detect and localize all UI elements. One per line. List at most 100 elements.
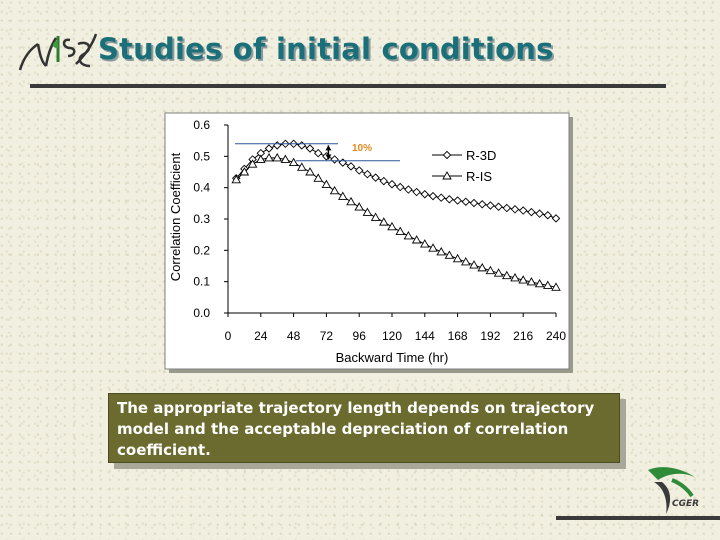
- data-point-r-is: [477, 262, 487, 272]
- x-tick-label: 216: [513, 329, 533, 343]
- x-tick-label: 240: [546, 329, 566, 343]
- y-tick-label: 0.1: [193, 275, 210, 289]
- data-point-r-3d: [535, 209, 544, 218]
- x-tick-label: 96: [353, 329, 367, 343]
- annotation-arrowhead: [325, 145, 332, 151]
- data-point-r-3d: [453, 196, 462, 205]
- data-point-r-is: [346, 196, 356, 206]
- data-point-r-3d: [264, 144, 274, 153]
- data-point-r-is: [288, 157, 299, 167]
- data-point-r-is: [239, 167, 250, 176]
- x-tick-label: 24: [254, 329, 268, 343]
- footer-rule: [556, 516, 720, 520]
- data-point-r-is: [379, 217, 389, 226]
- y-tick-label: 0.3: [193, 212, 210, 226]
- data-point-r-3d: [387, 179, 397, 189]
- legend-marker-r-is: [442, 171, 452, 180]
- data-point-r-3d: [477, 200, 487, 209]
- data-point-r-is: [411, 235, 422, 244]
- title-rule: [30, 84, 666, 88]
- legend-label-r-3d: R-3D: [466, 148, 496, 163]
- data-point-r-is: [387, 221, 397, 231]
- data-point-r-3d: [469, 198, 479, 208]
- data-point-r-3d: [527, 207, 536, 217]
- data-point-r-3d: [428, 191, 438, 201]
- data-point-r-is: [370, 212, 381, 221]
- x-tick-label: 192: [480, 329, 500, 343]
- data-point-r-3d: [543, 211, 553, 220]
- nies-logo: [18, 33, 98, 71]
- data-point-r-is: [485, 265, 496, 275]
- data-point-r-3d: [420, 190, 430, 199]
- data-point-r-3d: [461, 197, 471, 207]
- data-point-r-is: [247, 159, 258, 168]
- annotation-label: 10%: [352, 143, 372, 154]
- data-point-r-is: [329, 185, 340, 195]
- data-point-r-is: [452, 253, 463, 263]
- data-point-r-3d: [371, 173, 380, 182]
- data-point-r-3d: [354, 166, 364, 175]
- data-point-r-is: [305, 167, 315, 176]
- chart-area: [164, 112, 570, 370]
- data-point-r-3d: [404, 185, 413, 194]
- conclusion-note: The appropriate trajectory length depend…: [108, 393, 620, 463]
- data-point-r-is: [493, 268, 504, 277]
- slide-title: Studies of initial conditions: [98, 32, 554, 66]
- data-point-r-3d: [494, 202, 503, 212]
- y-tick-label: 0.5: [193, 149, 210, 163]
- data-point-r-3d: [379, 176, 389, 186]
- data-point-r-3d: [502, 203, 512, 213]
- y-tick-label: 0.0: [193, 306, 210, 320]
- legend-label-r-is: R-IS: [466, 169, 492, 184]
- x-tick-label: 0: [225, 329, 232, 343]
- data-point-r-3d: [551, 214, 561, 223]
- x-tick-label: 48: [287, 329, 301, 343]
- data-point-r-3d: [363, 169, 372, 179]
- data-point-r-3d: [518, 206, 528, 215]
- x-axis-label: Backward Time (hr): [336, 350, 449, 365]
- data-point-r-is: [403, 231, 414, 240]
- data-point-r-3d: [510, 205, 520, 214]
- data-point-r-3d: [395, 182, 405, 192]
- chart-series: [231, 139, 561, 291]
- cger-logo: CGER: [648, 467, 699, 514]
- data-point-r-3d: [346, 162, 356, 171]
- data-point-r-is: [428, 243, 438, 252]
- data-point-r-is: [461, 257, 471, 266]
- x-tick-label: 120: [382, 329, 402, 343]
- data-point-r-is: [526, 277, 537, 286]
- data-point-r-is: [534, 278, 545, 288]
- data-point-r-is: [395, 226, 405, 235]
- x-tick-label: 72: [320, 329, 334, 343]
- data-point-r-is: [321, 179, 332, 188]
- data-point-r-is: [518, 275, 528, 284]
- cger-logo-text: CGER: [672, 499, 699, 509]
- data-point-r-is: [469, 260, 479, 269]
- data-point-r-is: [436, 246, 446, 256]
- data-point-r-3d: [305, 144, 315, 153]
- data-point-r-is: [551, 282, 561, 291]
- y-tick-label: 0.2: [193, 243, 210, 257]
- y-tick-label: 0.6: [193, 118, 210, 132]
- chart-legend: R-3D R-IS: [432, 148, 496, 184]
- data-point-r-3d: [412, 187, 421, 197]
- data-point-r-3d: [436, 193, 446, 202]
- data-point-r-is: [444, 250, 455, 259]
- annotation-arrowhead: [325, 154, 332, 160]
- data-point-r-is: [280, 154, 291, 163]
- data-point-r-is: [362, 207, 373, 216]
- correlation-chart: 0.0 0.1 0.2 0.3 0.4 0.5 0.6 0 24 48 72 96 120 144 168 1…: [164, 112, 573, 373]
- data-point-r-3d: [330, 155, 339, 164]
- data-point-r-is: [354, 202, 364, 211]
- data-point-r-is: [256, 154, 266, 163]
- y-axis-label: Correlation Coefficient: [168, 152, 183, 281]
- x-tick-label: 144: [415, 329, 435, 343]
- data-point-r-is: [264, 152, 274, 162]
- chart-annotation: 10%: [235, 143, 400, 162]
- x-tick-label: 168: [448, 329, 468, 343]
- legend-marker-r-3d: [442, 150, 452, 160]
- data-point-r-is: [313, 173, 323, 182]
- data-point-r-is: [297, 162, 307, 171]
- data-point-r-3d: [486, 201, 495, 210]
- data-point-r-3d: [313, 148, 323, 158]
